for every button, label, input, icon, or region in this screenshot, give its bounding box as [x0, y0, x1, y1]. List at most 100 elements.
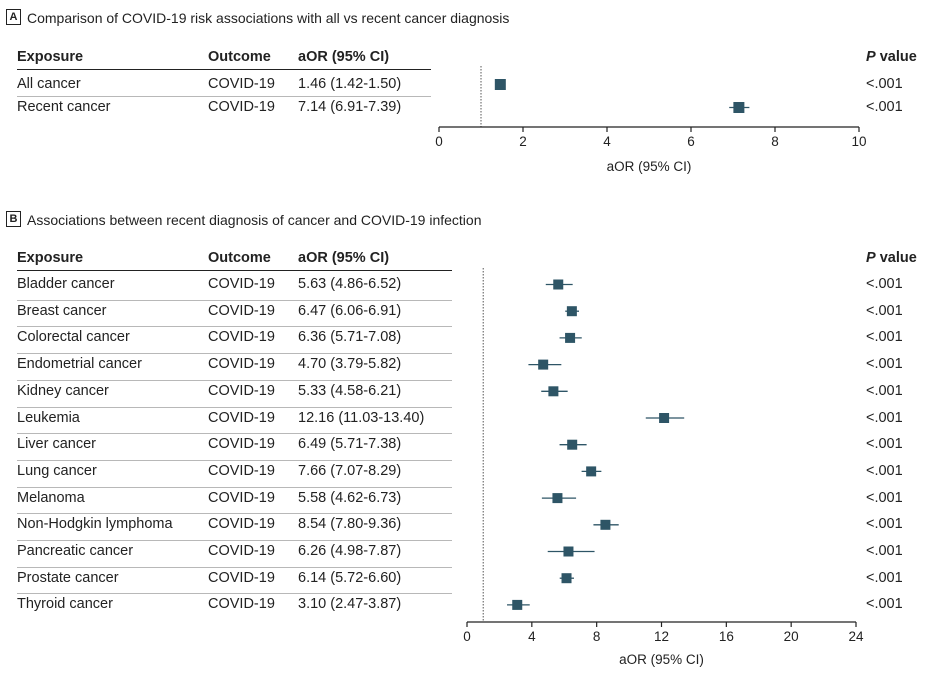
- row-exposure: Bladder cancer: [17, 276, 115, 292]
- point-estimate: [553, 279, 564, 290]
- row-exposure: Kidney cancer: [17, 382, 109, 399]
- x-tick-label: 0: [435, 134, 443, 149]
- row-p-value: <.001: [866, 596, 903, 613]
- point-estimate: [538, 359, 549, 370]
- row-outcome: COVID-19: [208, 276, 275, 292]
- header-aor: aOR (95% CI): [298, 250, 390, 266]
- row-rule: [17, 406, 452, 408]
- point-estimate: [563, 546, 574, 557]
- row-exposure: All cancer: [17, 76, 81, 92]
- point-estimate: [552, 493, 563, 504]
- row-outcome: COVID-19: [208, 382, 275, 399]
- row-outcome: COVID-19: [208, 543, 275, 559]
- panel-a-letter: A: [6, 9, 21, 25]
- row-p-value: <.001: [866, 462, 903, 479]
- row-rule: [17, 593, 452, 595]
- x-tick-label: 8: [771, 134, 779, 149]
- row-outcome: COVID-19: [208, 302, 275, 319]
- header-outcome: Outcome: [208, 49, 271, 65]
- x-axis-label: aOR (95% CI): [619, 652, 704, 667]
- point-estimate: [659, 413, 670, 423]
- row-outcome: COVID-19: [208, 596, 275, 613]
- x-tick-label: 0: [463, 629, 471, 644]
- row-exposure: Prostate cancer: [17, 569, 119, 586]
- point-estimate: [561, 573, 572, 584]
- row-aor: 6.36 (5.71-7.08): [298, 329, 402, 346]
- point-estimate: [733, 102, 745, 113]
- row-exposure: Liver cancer: [17, 436, 96, 453]
- row-aor: 12.16 (11.03-13.40): [298, 409, 425, 426]
- row-p-value: <.001: [866, 356, 903, 373]
- panel-b-letter: B: [6, 211, 21, 227]
- row-aor: 3.10 (2.47-3.87): [298, 596, 402, 613]
- x-tick-label: 10: [851, 134, 866, 149]
- point-estimate: [567, 439, 578, 450]
- header-p-value: P value: [866, 250, 917, 266]
- row-exposure: Endometrial cancer: [17, 356, 142, 373]
- x-tick-label: 16: [719, 629, 734, 644]
- row-aor: 8.54 (7.80-9.36): [298, 516, 402, 533]
- x-tick-label: 2: [519, 134, 527, 149]
- row-rule: [17, 513, 452, 515]
- row-rule: [17, 96, 431, 97]
- row-aor: 6.26 (4.98-7.87): [298, 543, 402, 559]
- point-estimate: [512, 599, 523, 610]
- row-exposure: Thyroid cancer: [17, 596, 113, 613]
- row-p-value: <.001: [866, 276, 903, 292]
- row-p-value: <.001: [866, 516, 903, 533]
- header-exposure: Exposure: [17, 49, 84, 65]
- row-exposure: Recent cancer: [17, 99, 111, 115]
- row-aor: 7.14 (6.91-7.39): [298, 99, 402, 115]
- row-outcome: COVID-19: [208, 76, 275, 92]
- row-aor: 5.58 (4.62-6.73): [298, 489, 402, 506]
- header-exposure: Exposure: [17, 250, 84, 266]
- x-tick-label: 8: [593, 629, 601, 644]
- point-estimate: [565, 332, 576, 343]
- x-tick-label: 12: [654, 629, 669, 644]
- x-tick-label: 6: [687, 134, 695, 149]
- header-aor: aOR (95% CI): [298, 49, 390, 65]
- row-rule: [17, 433, 452, 435]
- point-estimate: [566, 306, 577, 317]
- row-outcome: COVID-19: [208, 356, 275, 373]
- row-p-value: <.001: [866, 329, 903, 346]
- point-estimate: [586, 466, 597, 477]
- row-p-value: <.001: [866, 543, 903, 559]
- row-rule: [17, 353, 452, 355]
- row-outcome: COVID-19: [208, 99, 275, 115]
- row-rule: [17, 379, 452, 381]
- row-outcome: COVID-19: [208, 329, 275, 346]
- row-outcome: COVID-19: [208, 516, 275, 533]
- row-p-value: <.001: [866, 569, 903, 586]
- row-rule: [17, 540, 452, 541]
- row-aor: 5.33 (4.58-6.21): [298, 382, 402, 399]
- row-exposure: Melanoma: [17, 489, 85, 506]
- point-estimate: [548, 386, 559, 397]
- row-aor: 6.49 (5.71-7.38): [298, 436, 402, 453]
- row-aor: 6.47 (6.06-6.91): [298, 302, 402, 319]
- row-outcome: COVID-19: [208, 409, 275, 426]
- row-exposure: Colorectal cancer: [17, 329, 130, 346]
- row-rule: [17, 326, 452, 328]
- row-p-value: <.001: [866, 76, 903, 92]
- row-outcome: COVID-19: [208, 436, 275, 453]
- x-tick-label: 24: [848, 629, 864, 644]
- row-aor: 4.70 (3.79-5.82): [298, 356, 402, 373]
- row-exposure: Breast cancer: [17, 302, 107, 319]
- row-rule: [17, 299, 452, 301]
- x-axis-label: aOR (95% CI): [607, 159, 692, 174]
- row-p-value: <.001: [866, 302, 903, 319]
- row-aor: 1.46 (1.42-1.50): [298, 76, 402, 92]
- point-estimate: [494, 79, 506, 90]
- row-exposure: Leukemia: [17, 409, 80, 426]
- row-rule: [17, 459, 452, 461]
- row-p-value: <.001: [866, 382, 903, 399]
- row-rule: [17, 486, 452, 488]
- row-outcome: COVID-19: [208, 569, 275, 586]
- x-tick-label: 4: [603, 134, 611, 149]
- header-p-value: P value: [866, 49, 917, 65]
- row-p-value: <.001: [866, 409, 903, 426]
- row-outcome: COVID-19: [208, 462, 275, 479]
- panel-b-title: Associations between recent diagnosis of…: [27, 212, 482, 228]
